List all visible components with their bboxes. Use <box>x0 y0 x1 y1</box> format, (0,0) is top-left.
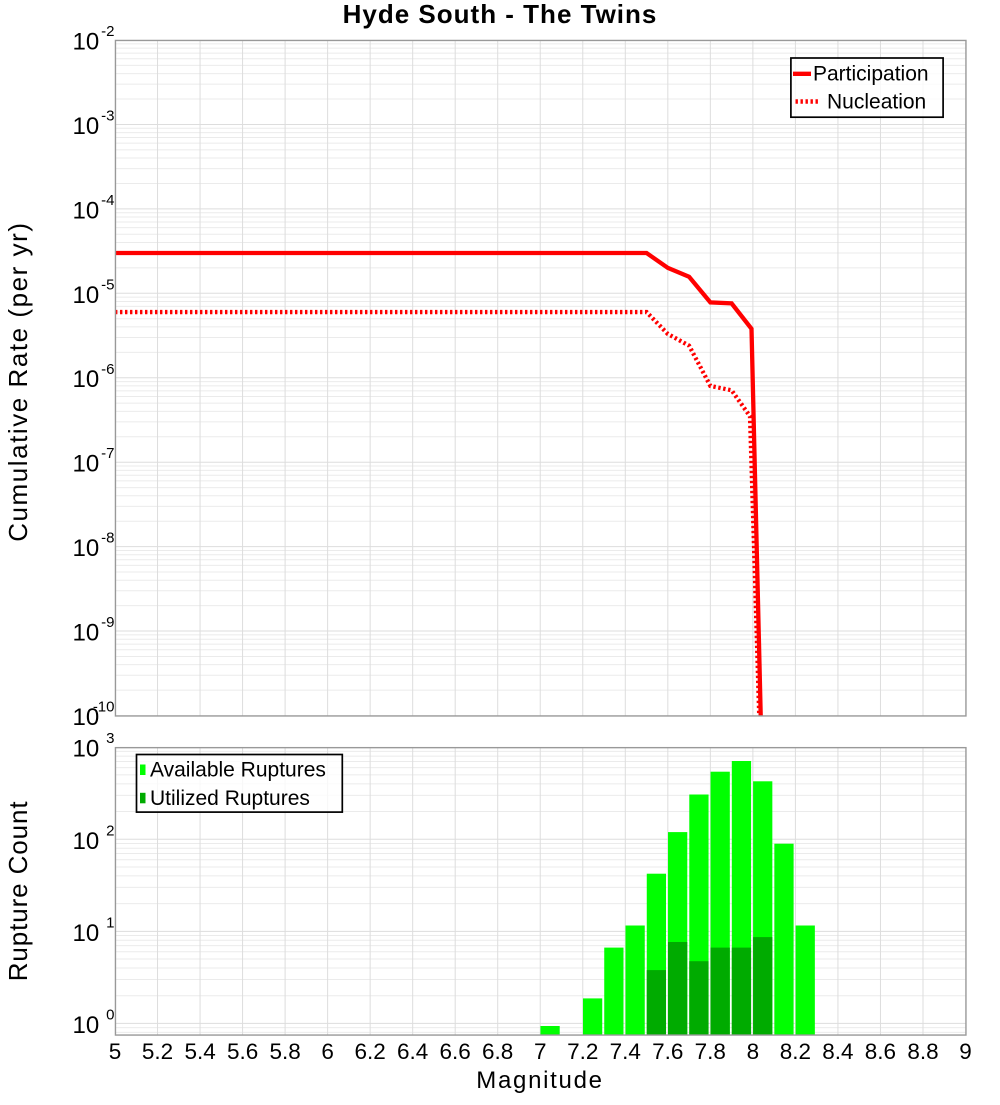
svg-text:7.6: 7.6 <box>652 1039 683 1064</box>
svg-text:8.2: 8.2 <box>780 1039 811 1064</box>
svg-text:8: 8 <box>747 1039 760 1064</box>
svg-text:-5: -5 <box>101 276 114 293</box>
svg-text:6.2: 6.2 <box>355 1039 386 1064</box>
svg-text:10: 10 <box>73 620 100 647</box>
svg-text:9: 9 <box>959 1039 972 1064</box>
svg-text:10: 10 <box>73 704 100 731</box>
svg-text:10: 10 <box>73 197 100 224</box>
svg-text:10: 10 <box>73 920 100 947</box>
svg-text:10: 10 <box>73 451 100 478</box>
svg-text:-3: -3 <box>101 107 114 124</box>
svg-text:10: 10 <box>73 29 100 56</box>
svg-text:5: 5 <box>109 1039 122 1064</box>
svg-text:-8: -8 <box>101 530 114 547</box>
svg-text:5.6: 5.6 <box>227 1039 258 1064</box>
svg-text:5.4: 5.4 <box>184 1039 215 1064</box>
svg-text:3: 3 <box>106 730 114 747</box>
svg-text:5.2: 5.2 <box>142 1039 173 1064</box>
svg-text:10: 10 <box>73 535 100 562</box>
svg-text:Participation: Participation <box>813 63 929 86</box>
svg-text:0: 0 <box>106 1006 114 1023</box>
svg-text:6.8: 6.8 <box>482 1039 513 1064</box>
svg-text:10: 10 <box>73 113 100 140</box>
svg-text:7: 7 <box>534 1039 547 1064</box>
svg-text:-7: -7 <box>101 445 114 462</box>
svg-text:-9: -9 <box>101 614 114 631</box>
svg-text:Hyde South - The Twins: Hyde South - The Twins <box>343 0 658 29</box>
svg-text:Cumulative Rate (per yr): Cumulative Rate (per yr) <box>3 221 33 541</box>
svg-text:Available Ruptures: Available Ruptures <box>150 759 326 782</box>
svg-text:7.8: 7.8 <box>695 1039 726 1064</box>
svg-text:Magnitude: Magnitude <box>476 1067 603 1094</box>
svg-text:6.6: 6.6 <box>440 1039 471 1064</box>
svg-text:8.4: 8.4 <box>822 1039 853 1064</box>
svg-text:10: 10 <box>73 282 100 309</box>
svg-text:Utilized Ruptures: Utilized Ruptures <box>150 787 310 810</box>
svg-text:6: 6 <box>321 1039 334 1064</box>
svg-text:7.4: 7.4 <box>610 1039 641 1064</box>
svg-text:-6: -6 <box>101 361 114 378</box>
svg-text:2: 2 <box>106 822 114 839</box>
svg-text:-10: -10 <box>93 699 115 716</box>
svg-text:10: 10 <box>73 1012 100 1039</box>
svg-text:Rupture Count: Rupture Count <box>3 800 33 981</box>
svg-text:1: 1 <box>106 914 114 931</box>
svg-text:6.4: 6.4 <box>397 1039 428 1064</box>
svg-text:-2: -2 <box>101 23 114 40</box>
svg-text:10: 10 <box>73 366 100 393</box>
svg-text:7.2: 7.2 <box>567 1039 598 1064</box>
svg-text:Nucleation: Nucleation <box>827 91 926 114</box>
svg-text:10: 10 <box>73 828 100 855</box>
svg-text:8.8: 8.8 <box>907 1039 938 1064</box>
svg-text:5.8: 5.8 <box>269 1039 300 1064</box>
svg-text:8.6: 8.6 <box>865 1039 896 1064</box>
svg-text:-4: -4 <box>101 192 114 209</box>
svg-text:10: 10 <box>73 736 100 763</box>
